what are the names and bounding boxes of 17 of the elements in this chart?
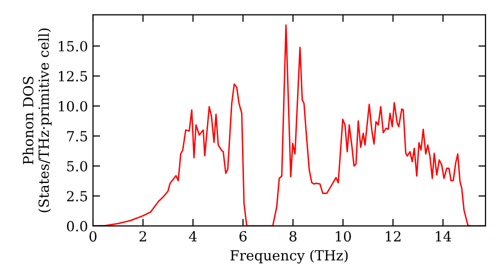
- y-tick-label: 15.0: [58, 40, 88, 52]
- y-tick-label: 0.0: [66, 220, 88, 232]
- x-tick-label: 8: [290, 231, 296, 242]
- x-tick-label: 4: [189, 231, 197, 242]
- y-tick-label: 10.0: [58, 100, 88, 112]
- x-tick-label: 0: [89, 231, 96, 242]
- x-tick-label: 10: [336, 231, 351, 242]
- y-axis-title: Phonon DOS (States/THz·primitive cell): [22, 28, 52, 212]
- y-tick-label: 5.0: [67, 160, 88, 172]
- x-tick-label: 12: [386, 231, 400, 242]
- x-tick-label: 14: [436, 231, 452, 242]
- x-tick-label: 6: [240, 231, 247, 242]
- x-tick-label: 2: [140, 231, 146, 242]
- y-tick-label: 7.5: [67, 131, 88, 142]
- y-tick-label: 12.5: [58, 70, 88, 82]
- x-axis-title: Frequency (THz): [230, 250, 348, 264]
- y-tick-label: 2.5: [66, 190, 88, 202]
